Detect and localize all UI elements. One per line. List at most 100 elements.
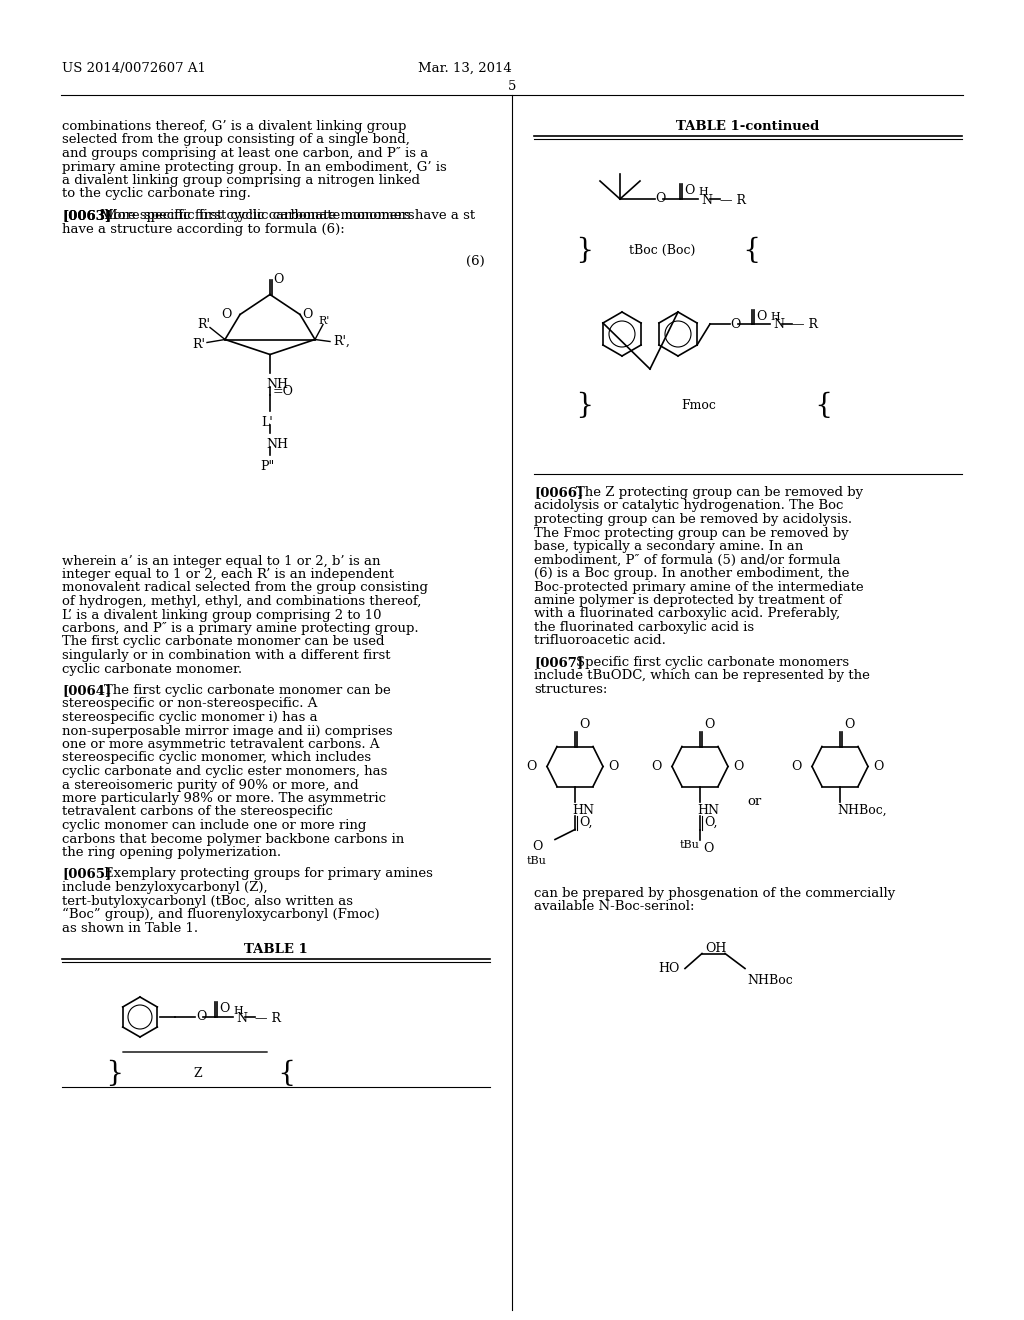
Text: O: O <box>733 760 743 774</box>
Text: NH: NH <box>266 378 288 391</box>
Text: [0064]: [0064] <box>62 684 112 697</box>
Text: acidolysis or catalytic hydrogenation. The Boc: acidolysis or catalytic hydrogenation. T… <box>534 499 844 512</box>
Text: carbons, and P″ is a primary amine protecting group.: carbons, and P″ is a primary amine prote… <box>62 622 419 635</box>
Text: tBu: tBu <box>527 857 547 866</box>
Text: HN: HN <box>572 804 594 817</box>
Text: O: O <box>844 718 854 731</box>
Text: structures:: structures: <box>534 682 607 696</box>
Text: H: H <box>770 312 779 322</box>
Text: include benzyloxycarbonyl (Z),: include benzyloxycarbonyl (Z), <box>62 880 267 894</box>
Text: non-superposable mirror image and ii) comprises: non-superposable mirror image and ii) co… <box>62 725 392 738</box>
Text: O: O <box>302 308 312 321</box>
Text: {: { <box>100 1057 118 1084</box>
Text: O: O <box>756 310 766 323</box>
Text: 5: 5 <box>508 81 516 92</box>
Text: monovalent radical selected from the group consisting: monovalent radical selected from the gro… <box>62 582 428 594</box>
Text: [0066]: [0066] <box>534 486 584 499</box>
Text: {: { <box>570 234 588 261</box>
Text: [0063]: [0063] <box>62 209 112 222</box>
Text: (6) is a Boc group. In another embodiment, the: (6) is a Boc group. In another embodimen… <box>534 568 849 579</box>
Text: NH: NH <box>266 437 288 450</box>
Text: combinations thereof, G’ is a divalent linking group: combinations thereof, G’ is a divalent l… <box>62 120 407 133</box>
Text: R': R' <box>197 318 210 331</box>
Text: L': L' <box>261 416 272 429</box>
Text: NHBoc,: NHBoc, <box>837 804 887 817</box>
Text: stereospecific or non-stereospecific. A: stereospecific or non-stereospecific. A <box>62 697 317 710</box>
Text: Fmoc: Fmoc <box>681 399 716 412</box>
Text: TABLE 1-continued: TABLE 1-continued <box>677 120 819 133</box>
Text: a stereoisomeric purity of 90% or more, and: a stereoisomeric purity of 90% or more, … <box>62 779 358 792</box>
Text: O: O <box>651 760 662 774</box>
Text: more particularly 98% or more. The asymmetric: more particularly 98% or more. The asymm… <box>62 792 386 805</box>
Text: O: O <box>273 273 284 286</box>
Text: }: } <box>809 389 826 416</box>
Text: the ring opening polymerization.: the ring opening polymerization. <box>62 846 282 859</box>
Text: The first cyclic carbonate monomer can be: The first cyclic carbonate monomer can b… <box>104 684 391 697</box>
Text: The Z protecting group can be removed by: The Z protecting group can be removed by <box>575 486 863 499</box>
Text: carbons that become polymer backbone carbons in: carbons that become polymer backbone car… <box>62 833 404 846</box>
Text: More specific first cyclic carbonate monomers: More specific first cyclic carbonate mon… <box>104 209 415 222</box>
Text: O: O <box>196 1011 207 1023</box>
Text: O: O <box>608 760 618 774</box>
Text: singularly or in combination with a different first: singularly or in combination with a diff… <box>62 649 390 663</box>
Text: primary amine protecting group. In an embodiment, G’ is: primary amine protecting group. In an em… <box>62 161 446 173</box>
Text: O: O <box>705 718 715 731</box>
Text: a divalent linking group comprising a nitrogen linked: a divalent linking group comprising a ni… <box>62 174 420 187</box>
Text: wherein a’ is an integer equal to 1 or 2, b’ is an: wherein a’ is an integer equal to 1 or 2… <box>62 554 381 568</box>
Text: of hydrogen, methyl, ethyl, and combinations thereof,: of hydrogen, methyl, ethyl, and combinat… <box>62 595 421 609</box>
Text: L’ is a divalent linking group comprising 2 to 10: L’ is a divalent linking group comprisin… <box>62 609 382 622</box>
Text: tert-butyloxycarbonyl (tBoc, also written as: tert-butyloxycarbonyl (tBoc, also writte… <box>62 895 353 908</box>
Text: integer equal to 1 or 2, each R’ is an independent: integer equal to 1 or 2, each R’ is an i… <box>62 568 394 581</box>
Text: to the cyclic carbonate ring.: to the cyclic carbonate ring. <box>62 187 251 201</box>
Text: [0063]: [0063] <box>62 209 112 222</box>
Text: tBoc (Boc): tBoc (Boc) <box>630 244 695 257</box>
Text: tBu: tBu <box>680 840 700 850</box>
Text: R': R' <box>318 317 330 326</box>
Text: — R: — R <box>255 1012 281 1026</box>
Text: The Fmoc protecting group can be removed by: The Fmoc protecting group can be removed… <box>534 527 849 540</box>
Text: R',: R', <box>333 335 350 348</box>
Text: Specific first cyclic carbonate monomers: Specific first cyclic carbonate monomers <box>575 656 849 669</box>
Text: N: N <box>773 318 784 331</box>
Text: (6): (6) <box>466 255 485 268</box>
Text: More specific first cyclic carbonate monomers have a st: More specific first cyclic carbonate mon… <box>100 209 475 222</box>
Text: O: O <box>526 760 537 774</box>
Text: O: O <box>531 840 542 853</box>
Text: trifluoroacetic acid.: trifluoroacetic acid. <box>534 635 666 648</box>
Text: H: H <box>233 1006 243 1016</box>
Text: — R: — R <box>792 318 818 331</box>
Text: H: H <box>698 187 708 197</box>
Text: selected from the group consisting of a single bond,: selected from the group consisting of a … <box>62 133 410 147</box>
Text: available N-Boc-serinol:: available N-Boc-serinol: <box>534 900 694 913</box>
Text: HN: HN <box>697 804 719 817</box>
Text: [0065]: [0065] <box>62 867 112 880</box>
Text: — R: — R <box>720 194 746 206</box>
Text: O: O <box>684 185 694 198</box>
Text: can be prepared by phosgenation of the commercially: can be prepared by phosgenation of the c… <box>534 887 895 899</box>
Text: The first cyclic carbonate monomer can be used: The first cyclic carbonate monomer can b… <box>62 635 384 648</box>
Text: O: O <box>873 760 884 774</box>
Text: TABLE 1: TABLE 1 <box>244 942 308 956</box>
Text: “Boc” group), and fluorenyloxycarbonyl (Fmoc): “Boc” group), and fluorenyloxycarbonyl (… <box>62 908 380 921</box>
Text: as shown in Table 1.: as shown in Table 1. <box>62 921 198 935</box>
Text: US 2014/0072607 A1: US 2014/0072607 A1 <box>62 62 206 75</box>
Text: Exemplary protecting groups for primary amines: Exemplary protecting groups for primary … <box>104 867 433 880</box>
Text: {: { <box>570 389 588 416</box>
Text: have a structure according to formula (6):: have a structure according to formula (6… <box>62 223 345 235</box>
Text: O: O <box>579 718 590 731</box>
Text: amine polymer is deprotected by treatment of: amine polymer is deprotected by treatmen… <box>534 594 842 607</box>
Text: Boc-protected primary amine of the intermediate: Boc-protected primary amine of the inter… <box>534 581 863 594</box>
Text: tetravalent carbons of the stereospecific: tetravalent carbons of the stereospecifi… <box>62 805 333 818</box>
Text: N: N <box>236 1012 247 1026</box>
Text: the fluorinated carboxylic acid is: the fluorinated carboxylic acid is <box>534 620 754 634</box>
Text: Mar. 13, 2014: Mar. 13, 2014 <box>418 62 512 75</box>
Text: O: O <box>655 193 666 206</box>
Text: =O: =O <box>273 385 294 399</box>
Text: P": P" <box>260 459 274 473</box>
Text: protecting group can be removed by acidolysis.: protecting group can be removed by acido… <box>534 513 852 525</box>
Text: stereospecific cyclic monomer, which includes: stereospecific cyclic monomer, which inc… <box>62 751 371 764</box>
Text: or: or <box>748 795 762 808</box>
Text: and groups comprising at least one carbon, and P″ is a: and groups comprising at least one carbo… <box>62 147 428 160</box>
Text: O,: O, <box>579 816 593 829</box>
Text: O: O <box>703 842 714 854</box>
